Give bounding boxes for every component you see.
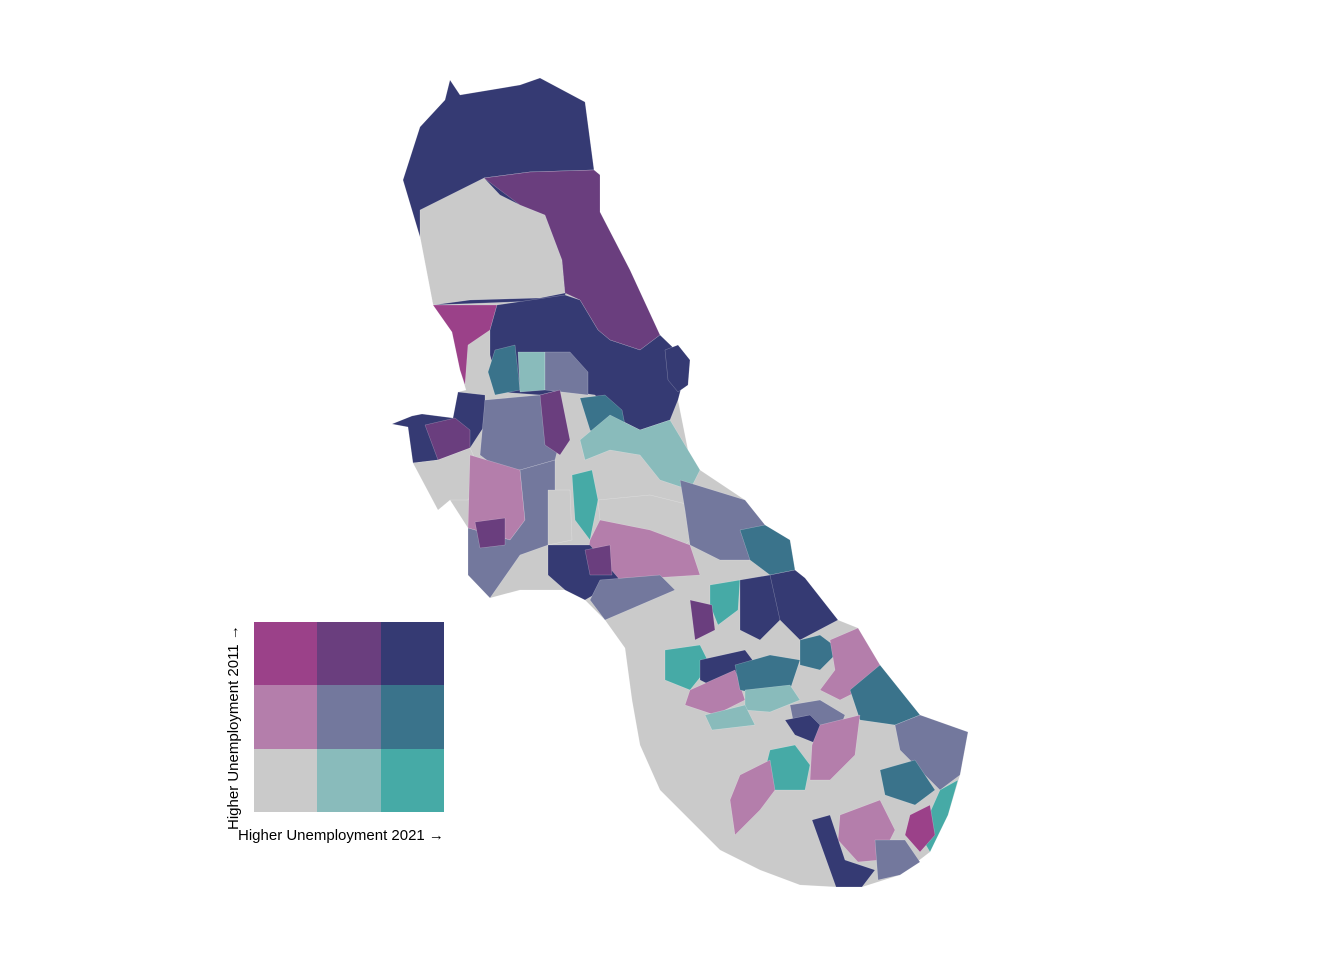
region-lilac-low [684,669,746,716]
region-west-purple [424,417,471,461]
legend-cell-mid-hi [380,685,444,749]
region-lilac-se3 [729,759,776,836]
region-center-purple [539,389,571,456]
region-navy-tip [811,814,876,888]
legend-cell-mid-mid [317,685,381,749]
region-lightteal-low2 [704,704,756,731]
region-slate-tip [874,839,921,881]
legend-cell-mid-lo [254,685,318,749]
region-teal-low3 [799,634,841,671]
region-slate-far [894,714,969,791]
region-east-knob [664,344,691,393]
region-purple-band [584,544,613,576]
legend-cell-lo-lo [254,748,318,812]
legend-x-label: Higher Unemployment 2021 → [238,827,444,844]
region-pink-far [904,804,936,853]
legend-y-label: Higher Unemployment 2011 → [225,625,242,830]
legend-cell-hi-mid [317,622,381,686]
region-purple-mid [689,599,716,641]
region-slate-1 [544,351,589,396]
region-teal-strip [571,469,599,541]
region-lightteal-1 [517,351,546,393]
region-navy-mid [739,574,781,641]
region-slate-band [589,574,676,621]
legend-cell-hi-lo [254,622,318,686]
legend-cell-hi-hi [380,622,444,686]
legend-cell-lo-hi [380,748,444,812]
region-teal-far [879,759,936,806]
region-teal-1 [487,344,521,396]
region-grey-center [547,489,573,546]
region-teal-mid [709,579,741,626]
region-east-lightteal [579,414,701,491]
bivariate-legend [254,622,444,812]
region-lilac-se2 [809,714,861,781]
legend-cell-lo-mid [317,748,381,812]
region-mid-dark [474,517,506,549]
